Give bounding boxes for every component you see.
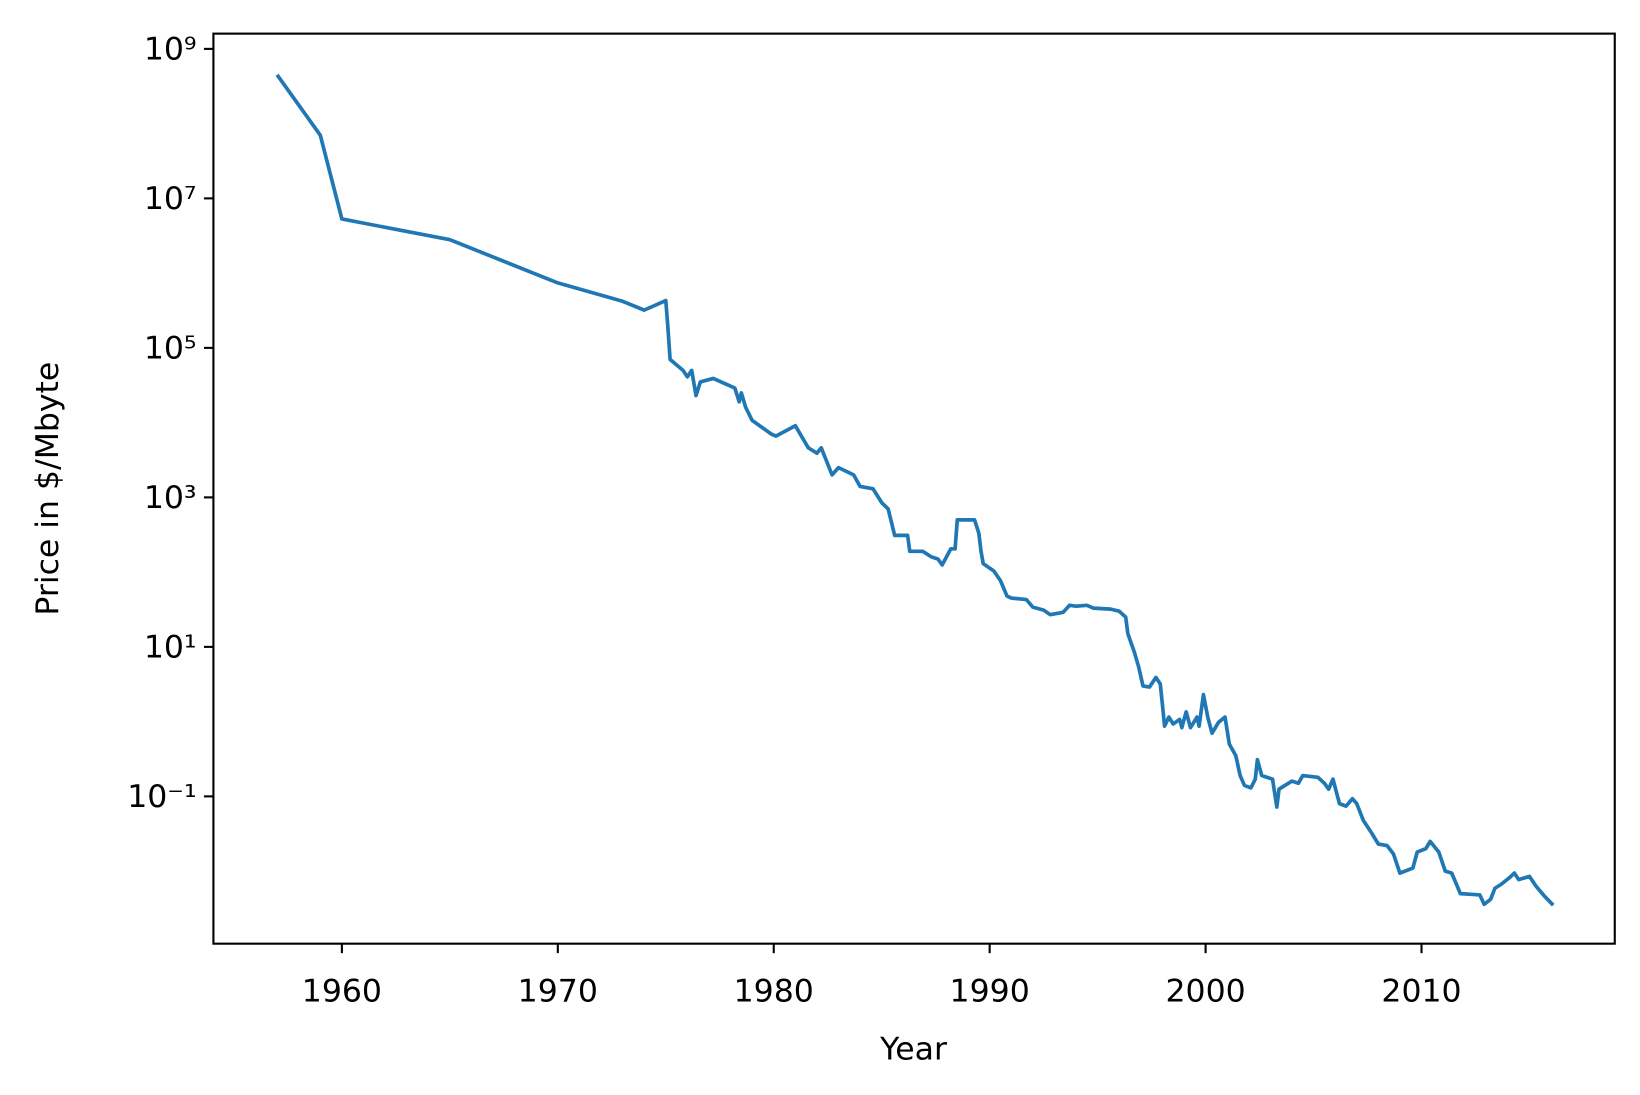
y-tick-label: 10³ bbox=[144, 480, 197, 516]
x-tick-label: 1990 bbox=[950, 973, 1030, 1009]
y-axis-label: Price in $/Mbyte bbox=[30, 362, 66, 616]
x-tick-label: 2010 bbox=[1381, 973, 1461, 1009]
y-tick-label: 10⁵ bbox=[144, 330, 197, 366]
y-tick-label: 10⁹ bbox=[144, 31, 197, 67]
x-tick-label: 1970 bbox=[518, 973, 598, 1009]
plot-frame bbox=[212, 32, 1616, 945]
x-tick-label: 1960 bbox=[302, 973, 382, 1009]
y-tick-label: 10⁷ bbox=[144, 181, 197, 217]
y-tick-label: 10⁻¹ bbox=[127, 779, 196, 815]
line-series bbox=[275, 73, 1555, 907]
x-tick-label: 1980 bbox=[734, 973, 814, 1009]
x-tick-label: 2000 bbox=[1165, 973, 1245, 1009]
x-axis-label: Year bbox=[879, 1031, 947, 1067]
y-tick-label: 10¹ bbox=[144, 629, 197, 665]
